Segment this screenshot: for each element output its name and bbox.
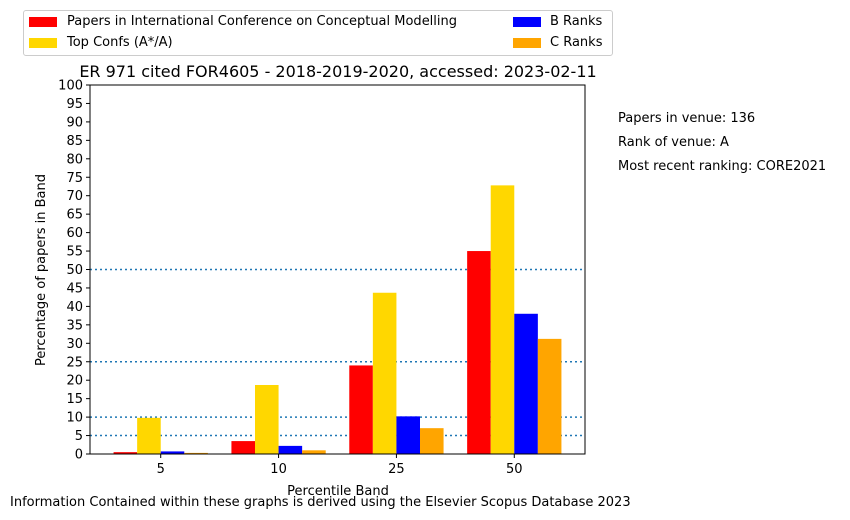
bar-5-series-1 <box>137 417 161 454</box>
bar-10-series-2 <box>278 445 303 454</box>
y-tick-label: 35 <box>66 318 83 333</box>
bar-25-series-3 <box>420 428 444 454</box>
legend-swatch-top-confs <box>29 38 57 48</box>
bar-25-series-2 <box>396 416 420 454</box>
bar-25-series-1 <box>372 292 397 454</box>
x-tick-label: 50 <box>506 462 523 477</box>
bar-50-series-0 <box>467 251 491 454</box>
venue-rank-note: Rank of venue: A <box>618 135 729 150</box>
y-tick-label: 60 <box>66 226 83 241</box>
y-tick-label: 10 <box>66 411 83 426</box>
recent-ranking-note: Most recent ranking: CORE2021 <box>618 159 827 174</box>
legend-label-venue: Papers in International Conference on Co… <box>67 14 458 29</box>
bar-10-series-1 <box>255 384 279 454</box>
y-axis-ticks: 0 5 10 15 20 25 30 35 40 45 50 55 60 65 70 75 80 85 90 95 10… <box>58 79 90 463</box>
bar-5-series-3 <box>184 452 208 454</box>
y-tick-label: 100 <box>58 79 83 94</box>
bar-5-series-0 <box>113 452 138 454</box>
x-axis-label: Percentile Band <box>287 484 389 499</box>
y-tick-label: 70 <box>66 189 83 204</box>
y-tick-label: 85 <box>66 134 83 149</box>
y-tick-label: 0 <box>75 448 83 463</box>
legend-label-b-ranks: B Ranks <box>550 14 603 29</box>
y-tick-label: 50 <box>66 263 83 278</box>
bar-10-series-0 <box>231 441 255 454</box>
y-tick-label: 90 <box>66 115 83 130</box>
bar-25-series-0 <box>349 365 373 454</box>
x-axis-ticks: 5 10 25 50 <box>157 454 523 477</box>
chart-legend: Papers in International Conference on Co… <box>23 10 613 56</box>
legend-swatch-c-ranks <box>513 38 541 48</box>
y-tick-label: 15 <box>66 392 83 407</box>
bar-5-series-2 <box>160 451 185 454</box>
x-tick-label: 10 <box>270 462 287 477</box>
legend-label-c-ranks: C Ranks <box>550 35 603 50</box>
y-tick-label: 80 <box>66 152 83 167</box>
y-tick-label: 40 <box>66 300 83 315</box>
y-tick-label: 45 <box>66 281 83 296</box>
bar-50-series-1 <box>490 185 515 455</box>
bar-50-series-2 <box>514 313 538 454</box>
legend-swatch-venue <box>29 17 57 27</box>
y-tick-label: 75 <box>66 171 83 186</box>
y-axis-label: Percentage of papers in Band <box>34 174 49 366</box>
y-tick-label: 5 <box>75 429 83 444</box>
chart-title: ER 971 cited FOR4605 - 2018-2019-2020, a… <box>79 62 596 81</box>
x-tick-label: 25 <box>388 462 405 477</box>
x-tick-label: 5 <box>157 462 165 477</box>
y-tick-label: 25 <box>66 355 83 370</box>
bar-10-series-3 <box>302 450 326 454</box>
data-source-footer: Information Contained within these graph… <box>10 495 631 510</box>
papers-in-venue-note: Papers in venue: 136 <box>618 111 756 126</box>
bar-50-series-3 <box>537 338 562 454</box>
y-tick-label: 95 <box>66 97 83 112</box>
legend-swatch-b-ranks <box>513 17 541 27</box>
y-tick-label: 20 <box>66 374 83 389</box>
bars <box>113 185 562 455</box>
legend-label-top-confs: Top Confs (A*/A) <box>67 35 173 50</box>
y-tick-label: 55 <box>66 245 83 260</box>
y-tick-label: 65 <box>66 208 83 223</box>
y-tick-label: 30 <box>66 337 83 352</box>
